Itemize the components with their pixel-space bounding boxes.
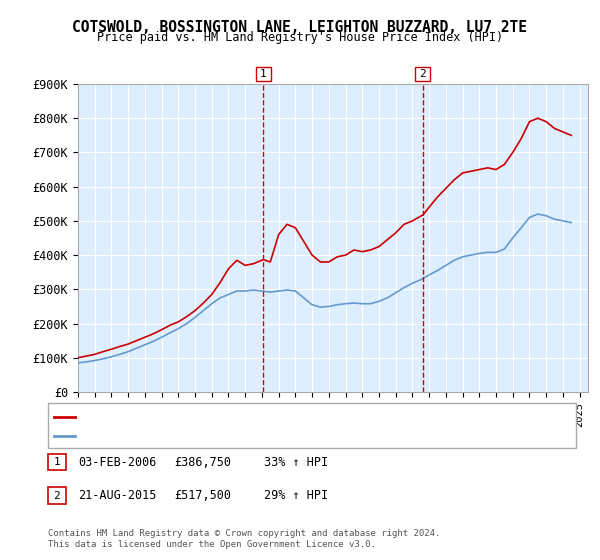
Text: 1: 1 (260, 69, 266, 79)
Text: 2: 2 (419, 69, 427, 79)
Text: HPI: Average price, detached house, Central Bedfordshire: HPI: Average price, detached house, Cent… (81, 431, 410, 441)
Text: Contains HM Land Registry data © Crown copyright and database right 2024.
This d: Contains HM Land Registry data © Crown c… (48, 529, 440, 549)
Text: 03-FEB-2006: 03-FEB-2006 (78, 455, 157, 469)
Text: £517,500: £517,500 (174, 489, 231, 502)
Text: COTSWOLD, BOSSINGTON LANE, LEIGHTON BUZZARD, LU7 2TE (detached house): COTSWOLD, BOSSINGTON LANE, LEIGHTON BUZZ… (81, 412, 487, 422)
Text: 21-AUG-2015: 21-AUG-2015 (78, 489, 157, 502)
Text: 1: 1 (53, 457, 61, 467)
Text: COTSWOLD, BOSSINGTON LANE, LEIGHTON BUZZARD, LU7 2TE: COTSWOLD, BOSSINGTON LANE, LEIGHTON BUZZ… (73, 20, 527, 35)
Text: 2: 2 (53, 491, 61, 501)
Text: £386,750: £386,750 (174, 455, 231, 469)
Text: Price paid vs. HM Land Registry's House Price Index (HPI): Price paid vs. HM Land Registry's House … (97, 31, 503, 44)
Text: 33% ↑ HPI: 33% ↑ HPI (264, 455, 328, 469)
Text: 29% ↑ HPI: 29% ↑ HPI (264, 489, 328, 502)
